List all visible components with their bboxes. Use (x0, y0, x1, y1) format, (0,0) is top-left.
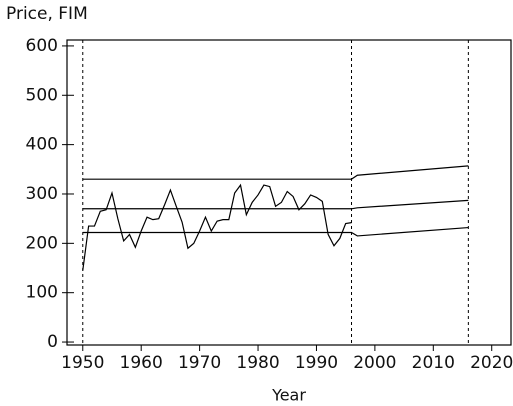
line (82, 199, 469, 210)
x-tick-label: 1960 (120, 353, 163, 373)
y-tick-label: 500 (26, 85, 58, 105)
y-tick-label: 100 (26, 283, 58, 303)
y-tick-label: 600 (26, 36, 58, 56)
line (82, 183, 352, 271)
plot-frame (66, 39, 512, 346)
x-tick-label: 1970 (178, 353, 221, 373)
line (82, 165, 469, 180)
y-tick-label: 400 (26, 135, 58, 155)
x-tick-label: 1950 (61, 353, 104, 373)
y-tick-label: 200 (26, 233, 58, 253)
x-tick-label: 2010 (412, 353, 455, 373)
x-tick-label: 2020 (470, 353, 513, 373)
x-axis-label: Year (271, 386, 306, 405)
x-tick-label: 2000 (353, 353, 396, 373)
x-tick-label: 1990 (295, 353, 338, 373)
y-axis-label: Price, FIM (6, 4, 88, 24)
x-tick-label: 1980 (236, 353, 279, 373)
y-tick-label: 300 (26, 184, 58, 204)
y-tick-label: 0 (47, 332, 58, 352)
line (82, 226, 469, 237)
